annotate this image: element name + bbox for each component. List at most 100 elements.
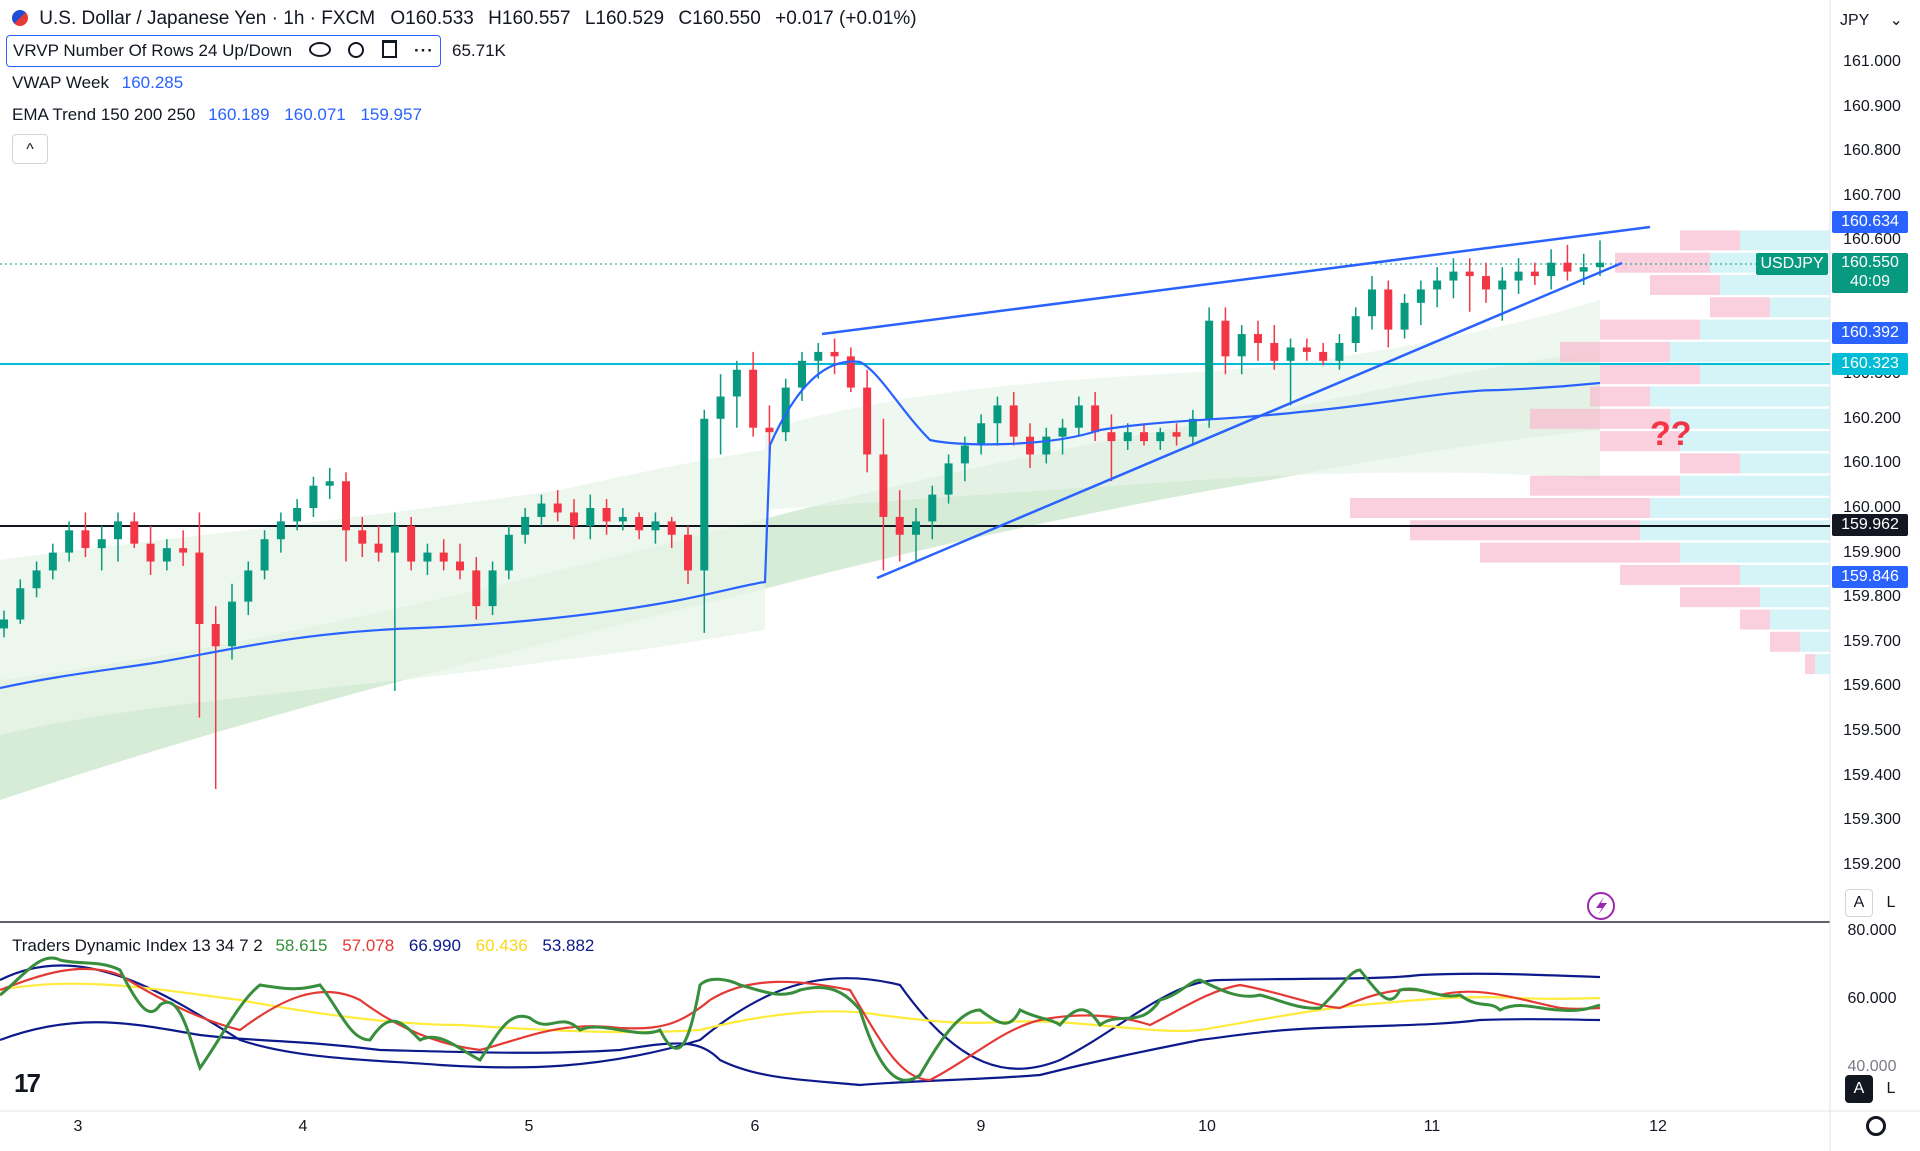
candle-body xyxy=(586,508,595,526)
candle-body xyxy=(211,623,220,647)
candle-body xyxy=(1237,334,1246,357)
candle-body xyxy=(439,552,448,562)
vwap-legend[interactable]: VWAP Week 160.285 xyxy=(12,73,193,93)
price-axis-label: 160.600 xyxy=(1843,231,1901,249)
collapse-legend-button[interactable]: ^ xyxy=(12,134,48,164)
volume-profile-up-bar xyxy=(1640,520,1830,541)
price-tag: 159.962 xyxy=(1832,513,1908,536)
ema-label: EMA Trend 150 200 250 xyxy=(12,105,196,124)
eye-icon[interactable] xyxy=(308,42,331,57)
volume-profile-up-bar xyxy=(1770,297,1830,318)
price-tag: 159.846 xyxy=(1832,565,1908,588)
candle-body xyxy=(374,543,383,553)
volume-profile-down-bar xyxy=(1680,453,1740,474)
volume-profile-down-bar xyxy=(1590,386,1650,407)
candle-body xyxy=(293,508,302,522)
candle-body xyxy=(325,481,334,486)
candle-body xyxy=(781,387,790,433)
volume-profile-up-bar xyxy=(1700,364,1830,385)
trash-icon[interactable] xyxy=(382,40,398,58)
tdi-axis-80: 80.000 xyxy=(1847,922,1897,939)
candle-body xyxy=(651,521,660,531)
candle-body xyxy=(65,530,74,553)
log-label: L xyxy=(1886,894,1896,911)
vrvp-label: VRVP Number Of Rows 24 Up/Down xyxy=(13,41,293,60)
volume-profile-up-bar xyxy=(1815,654,1830,675)
symbol-title[interactable]: U.S. Dollar / Japanese Yen · 1h · FXCM xyxy=(39,8,376,29)
ema-250-value: 159.957 xyxy=(360,105,422,124)
price-axis-label: 161.000 xyxy=(1843,53,1901,70)
price-axis-label: 160.100 xyxy=(1843,454,1901,472)
candle-body xyxy=(846,356,855,388)
candle-body xyxy=(0,619,8,629)
price-axis-label: 159.200 xyxy=(1843,855,1901,873)
price-axis-label: 159.300 xyxy=(1843,811,1901,829)
lower-trendline[interactable] xyxy=(876,261,1623,580)
candle-body xyxy=(1384,289,1393,330)
candle-body xyxy=(1107,432,1116,442)
candle-body xyxy=(1579,267,1588,272)
auto-scale-button[interactable]: A xyxy=(1845,889,1873,917)
current-price-tag: 160.550 40:09 xyxy=(1832,253,1908,293)
upper-trendline[interactable] xyxy=(821,225,1651,336)
volume-profile-down-bar xyxy=(1680,587,1760,608)
candle-body xyxy=(863,387,872,455)
candle-body xyxy=(895,516,904,535)
volume-profile-up-bar xyxy=(1700,319,1830,340)
tdi-signal-line xyxy=(0,967,1601,1082)
candle-body xyxy=(1563,262,1572,272)
tdi-rsi-value: 58.615 xyxy=(275,936,328,955)
candle-body xyxy=(1009,405,1018,437)
tdi-pane xyxy=(0,956,1601,1087)
candle-body xyxy=(1205,320,1214,419)
volume-profile-down-bar xyxy=(1740,609,1770,630)
volume-profile xyxy=(1350,230,1830,675)
vrvp-legend[interactable]: VRVP Number Of Rows 24 Up/Down ··· xyxy=(6,35,441,67)
candle-body xyxy=(1074,405,1083,428)
auto-label: A xyxy=(1853,894,1865,911)
tradingview-logo-icon: 17 xyxy=(14,1068,41,1098)
candle-body xyxy=(521,516,530,535)
price-axis-label: 159.400 xyxy=(1843,766,1901,784)
volume-profile-up-bar xyxy=(1740,564,1830,585)
candle-body xyxy=(1530,271,1539,277)
candle-body xyxy=(390,525,399,553)
candle-body xyxy=(407,525,416,562)
candle-body xyxy=(146,543,155,562)
volume-profile-down-bar xyxy=(1480,542,1680,563)
candle-body xyxy=(1302,347,1311,352)
settings-icon[interactable] xyxy=(347,42,364,58)
candle-body xyxy=(1156,432,1165,442)
candle-body xyxy=(472,570,481,607)
flash-icon[interactable] xyxy=(1587,892,1615,920)
price-axis-label: 159.500 xyxy=(1843,722,1901,739)
tdi-auto-scale-button[interactable]: A xyxy=(1845,1075,1873,1103)
currency-selector[interactable]: JPY ⌄ xyxy=(1840,10,1903,30)
candle-body xyxy=(195,552,204,624)
candle-body xyxy=(1596,262,1604,268)
vwap-band-2 xyxy=(765,300,1600,510)
candle-body xyxy=(1254,334,1262,343)
log-scale-button[interactable]: L xyxy=(1877,889,1905,917)
currency-label: JPY xyxy=(1840,12,1870,29)
chevron-down-icon: ⌄ xyxy=(1889,12,1903,29)
more-icon[interactable]: ··· xyxy=(413,41,434,60)
settings-gear-icon[interactable] xyxy=(1866,1116,1886,1136)
candle-body xyxy=(1188,418,1197,437)
tdi-log-scale-button[interactable]: L xyxy=(1877,1075,1905,1103)
candle-body xyxy=(684,534,692,571)
tdi-legend[interactable]: Traders Dynamic Index 13 34 7 2 58.615 5… xyxy=(12,936,604,956)
volume-profile-up-bar xyxy=(1800,631,1830,652)
ema-legend[interactable]: EMA Trend 150 200 250 160.189 160.071 15… xyxy=(12,105,432,125)
volume-profile-down-bar xyxy=(1620,564,1740,585)
volume-profile-up-bar xyxy=(1680,431,1830,452)
candle-body xyxy=(667,521,676,535)
time-axis-label: 5 xyxy=(524,1118,534,1135)
candle-body xyxy=(48,552,57,571)
price-axis-label: 159.800 xyxy=(1843,588,1901,606)
candle-body xyxy=(276,521,285,540)
candle-body xyxy=(342,481,350,531)
volume-profile-down-bar xyxy=(1350,498,1650,518)
symbol-price-tag: USDJPY xyxy=(1756,253,1828,275)
